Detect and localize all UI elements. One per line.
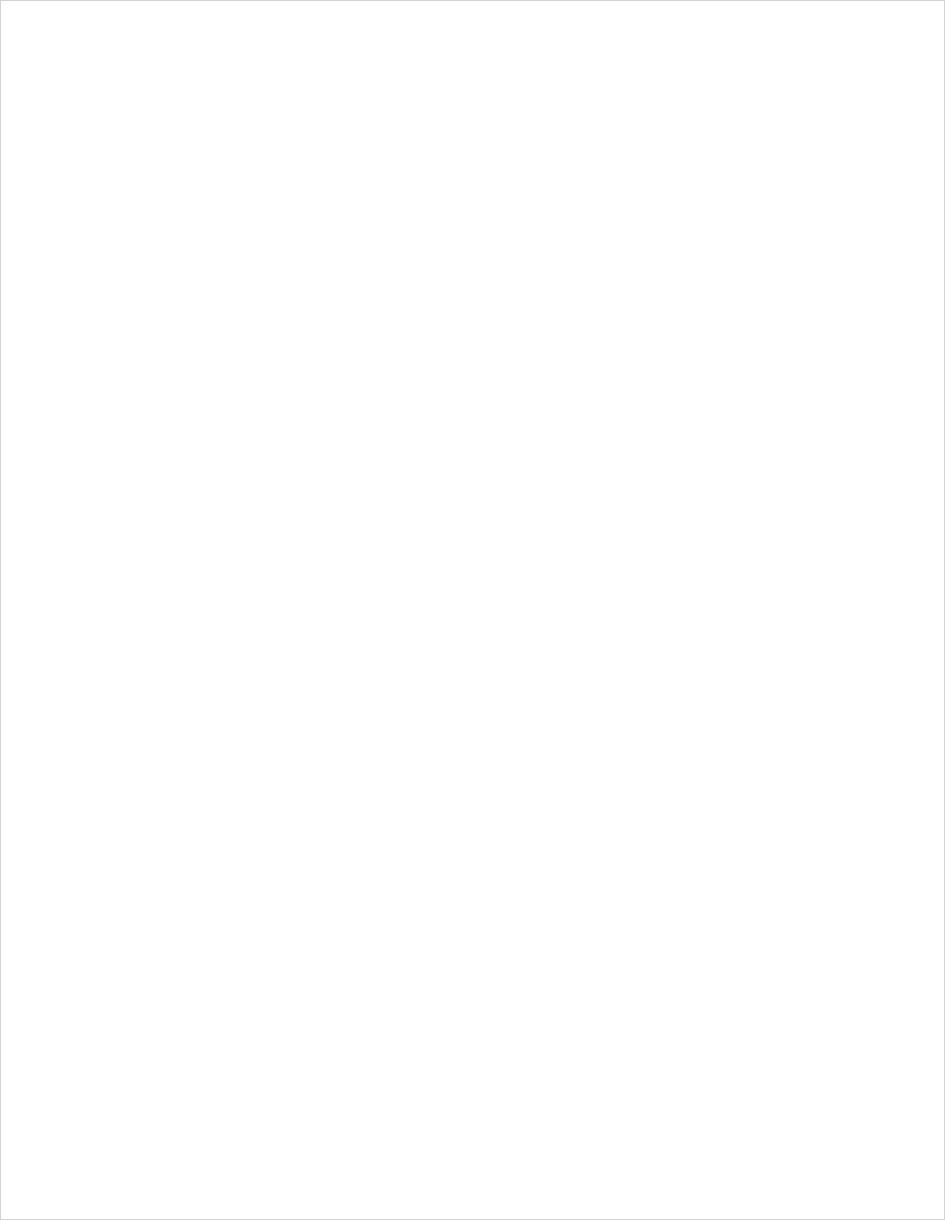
screenshot-area: [0, 0, 945, 1220]
